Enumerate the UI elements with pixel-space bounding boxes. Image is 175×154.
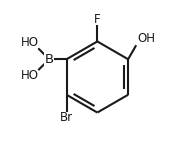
Text: HO: HO (21, 36, 39, 49)
Text: Br: Br (60, 111, 73, 124)
Text: OH: OH (137, 32, 155, 45)
Text: F: F (94, 13, 101, 26)
Text: B: B (45, 53, 54, 66)
Text: HO: HO (21, 69, 39, 82)
